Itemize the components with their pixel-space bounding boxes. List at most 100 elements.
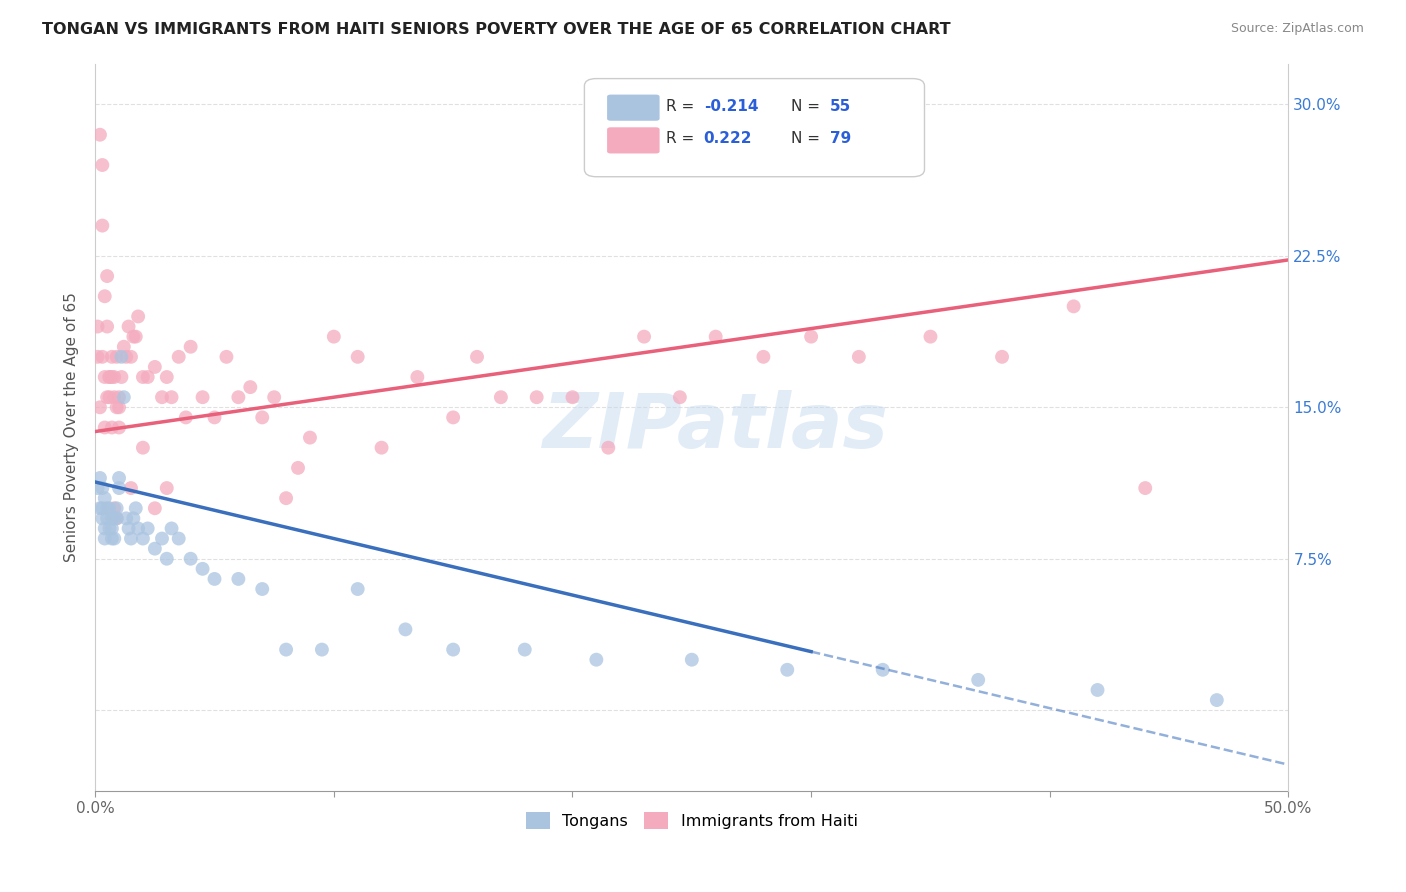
Point <box>228 390 250 404</box>
Point <box>98 370 121 384</box>
Point <box>101 521 124 535</box>
Point <box>1087 683 1109 698</box>
Point <box>191 390 214 404</box>
Point <box>96 268 118 283</box>
Point <box>346 582 368 596</box>
Point <box>160 521 183 535</box>
Point <box>776 663 799 677</box>
Point <box>93 370 115 384</box>
Point <box>108 420 131 434</box>
Point <box>115 511 138 525</box>
Point <box>191 562 214 576</box>
Point <box>108 481 131 495</box>
Point <box>101 420 124 434</box>
Point <box>101 532 124 546</box>
Point <box>143 359 166 374</box>
Point <box>132 532 155 546</box>
Point <box>848 350 870 364</box>
Point <box>298 431 321 445</box>
Point <box>105 401 128 415</box>
Point <box>180 551 202 566</box>
Point <box>311 642 333 657</box>
Point <box>108 401 131 415</box>
Point <box>669 390 692 404</box>
Point <box>287 461 309 475</box>
Point <box>91 158 114 172</box>
Point <box>110 350 132 364</box>
Point <box>120 350 142 364</box>
Point <box>96 511 118 525</box>
Point <box>103 511 125 525</box>
Text: 0.222: 0.222 <box>704 131 752 146</box>
Point <box>127 521 149 535</box>
Point <box>132 441 155 455</box>
Point <box>370 441 392 455</box>
Point <box>105 350 128 364</box>
Point <box>920 329 942 343</box>
Point <box>1135 481 1157 495</box>
Point <box>167 350 190 364</box>
Point <box>174 410 197 425</box>
Point <box>228 572 250 586</box>
Point <box>263 390 285 404</box>
Point <box>93 532 115 546</box>
Point <box>125 501 148 516</box>
Point <box>150 532 173 546</box>
Point <box>167 532 190 546</box>
Point <box>585 653 607 667</box>
Point <box>406 370 429 384</box>
Point <box>91 501 114 516</box>
Point <box>96 501 118 516</box>
Point <box>93 420 115 434</box>
Point <box>252 410 274 425</box>
Point <box>127 310 149 324</box>
Point <box>239 380 262 394</box>
Point <box>98 521 121 535</box>
Point <box>800 329 823 343</box>
Legend: Tongans, Immigrants from Haiti: Tongans, Immigrants from Haiti <box>519 806 865 835</box>
Point <box>105 511 128 525</box>
Point <box>120 481 142 495</box>
Point <box>93 289 115 303</box>
Point <box>89 471 111 485</box>
Text: N =: N = <box>790 99 825 113</box>
Text: N =: N = <box>790 131 825 146</box>
Point <box>561 390 583 404</box>
Point <box>122 329 145 343</box>
Point <box>322 329 344 343</box>
Point <box>122 511 145 525</box>
Point <box>465 350 488 364</box>
Point <box>681 653 703 667</box>
Point <box>598 441 620 455</box>
Point <box>89 128 111 142</box>
Point <box>93 491 115 505</box>
Point <box>103 370 125 384</box>
Point <box>441 642 464 657</box>
Point <box>96 319 118 334</box>
Text: 55: 55 <box>830 99 852 113</box>
Point <box>91 481 114 495</box>
Point <box>101 350 124 364</box>
Point <box>156 551 179 566</box>
Point <box>125 329 148 343</box>
Point <box>103 390 125 404</box>
Point <box>112 340 135 354</box>
Point <box>112 390 135 404</box>
Point <box>86 350 108 364</box>
FancyBboxPatch shape <box>585 78 925 177</box>
Point <box>489 390 512 404</box>
Point <box>1063 299 1085 313</box>
Text: R =: R = <box>665 99 699 113</box>
Point <box>103 501 125 516</box>
Point <box>274 642 297 657</box>
Point <box>96 390 118 404</box>
Text: 79: 79 <box>830 131 852 146</box>
Point <box>1205 693 1227 707</box>
Point <box>156 481 179 495</box>
Text: TONGAN VS IMMIGRANTS FROM HAITI SENIORS POVERTY OVER THE AGE OF 65 CORRELATION C: TONGAN VS IMMIGRANTS FROM HAITI SENIORS … <box>42 22 950 37</box>
Point <box>98 370 121 384</box>
Point <box>117 521 139 535</box>
FancyBboxPatch shape <box>607 95 659 120</box>
Point <box>101 370 124 384</box>
Point <box>204 410 226 425</box>
